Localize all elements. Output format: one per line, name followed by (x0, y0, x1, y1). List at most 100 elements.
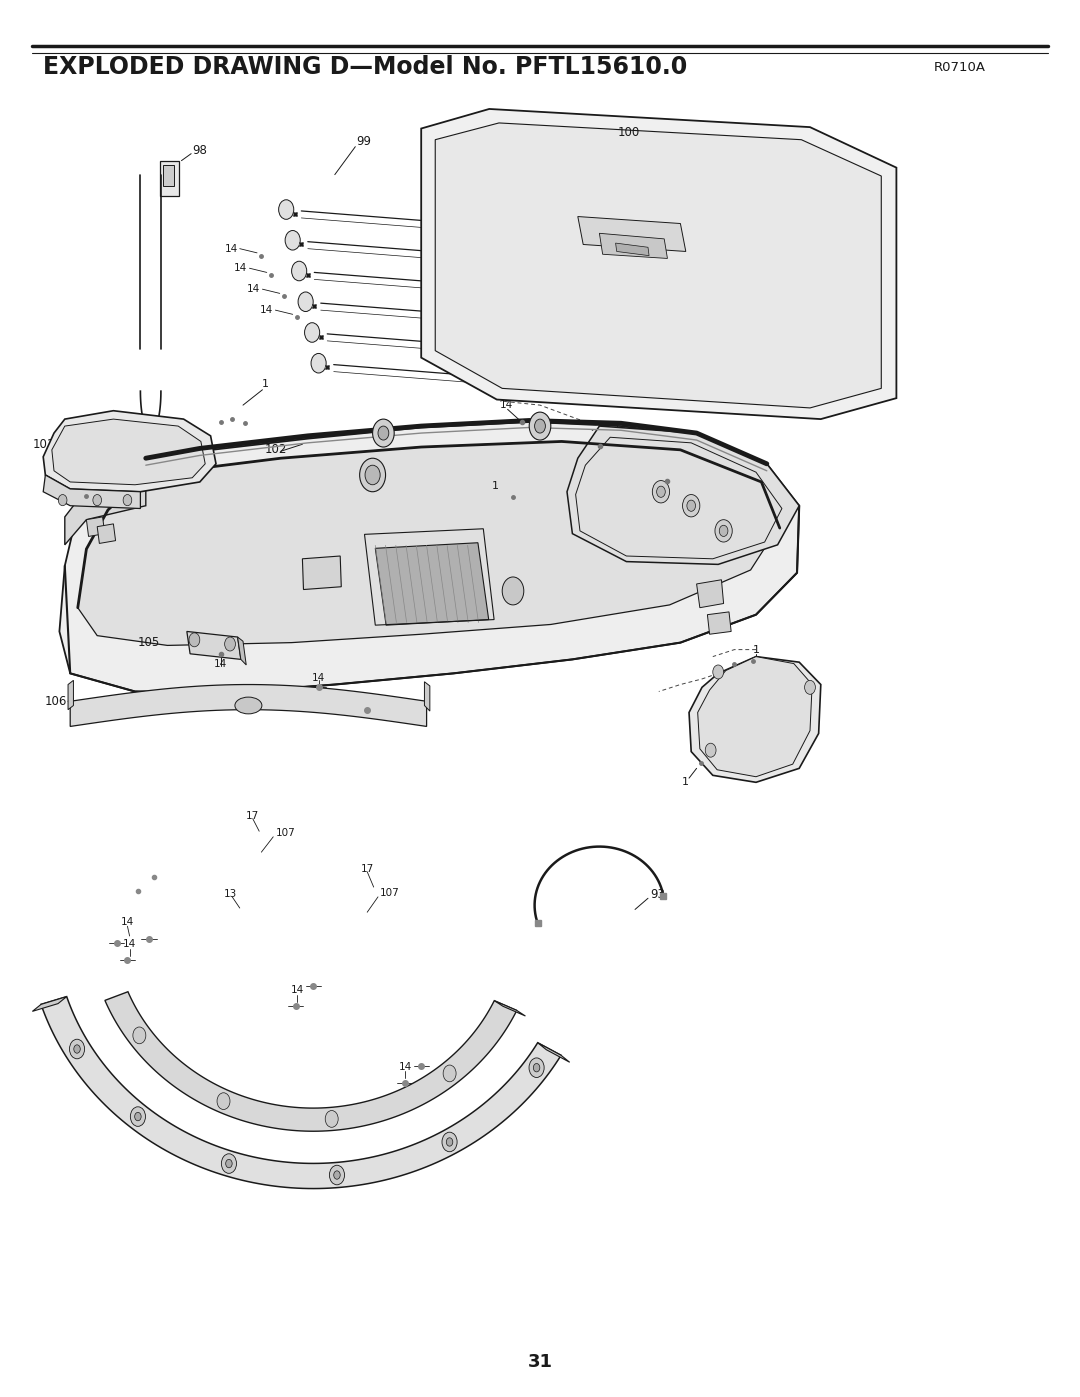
Text: 14: 14 (121, 916, 134, 928)
Circle shape (715, 520, 732, 542)
Polygon shape (689, 657, 821, 782)
Polygon shape (578, 217, 686, 251)
Circle shape (534, 1063, 540, 1071)
Circle shape (226, 1160, 232, 1168)
Circle shape (298, 292, 313, 312)
Polygon shape (421, 109, 896, 419)
Text: 1: 1 (683, 777, 689, 788)
Circle shape (73, 1045, 80, 1053)
Text: 104: 104 (747, 740, 770, 754)
Text: 99: 99 (356, 134, 372, 148)
Polygon shape (567, 426, 799, 564)
Polygon shape (376, 543, 488, 626)
Polygon shape (68, 680, 73, 710)
Circle shape (285, 231, 300, 250)
Text: 17: 17 (361, 863, 374, 875)
Text: EXPLODED DRAWING D—Model No. PFTL15610.0: EXPLODED DRAWING D—Model No. PFTL15610.0 (43, 54, 688, 80)
Polygon shape (43, 411, 216, 492)
Text: 17: 17 (246, 810, 259, 821)
Text: 14: 14 (123, 939, 136, 950)
Polygon shape (97, 524, 116, 543)
Circle shape (713, 665, 724, 679)
Circle shape (687, 500, 696, 511)
Text: 31: 31 (527, 1354, 553, 1370)
Polygon shape (163, 165, 174, 186)
Circle shape (719, 525, 728, 536)
Ellipse shape (93, 492, 112, 506)
Text: 101: 101 (32, 437, 55, 451)
Polygon shape (41, 996, 561, 1189)
Polygon shape (599, 233, 667, 258)
Text: 14: 14 (291, 985, 303, 996)
Circle shape (123, 495, 132, 506)
Polygon shape (538, 1042, 569, 1062)
Text: 100: 100 (618, 126, 640, 140)
Circle shape (311, 353, 326, 373)
Polygon shape (495, 1000, 526, 1016)
Polygon shape (238, 637, 246, 665)
Polygon shape (70, 685, 427, 726)
Circle shape (69, 1039, 84, 1059)
Circle shape (131, 1106, 146, 1126)
Circle shape (373, 419, 394, 447)
Circle shape (683, 495, 700, 517)
Polygon shape (105, 992, 517, 1132)
Text: 14: 14 (247, 284, 260, 295)
Circle shape (305, 323, 320, 342)
Polygon shape (697, 580, 724, 608)
Ellipse shape (235, 697, 261, 714)
Text: 14: 14 (680, 458, 693, 469)
Circle shape (443, 1065, 456, 1081)
Text: 103: 103 (593, 517, 616, 531)
Polygon shape (32, 996, 67, 1011)
Polygon shape (43, 475, 140, 509)
Text: 14: 14 (361, 694, 374, 705)
Circle shape (217, 1092, 230, 1109)
Text: 1: 1 (491, 481, 498, 492)
Circle shape (657, 486, 665, 497)
Polygon shape (52, 419, 205, 485)
Circle shape (529, 412, 551, 440)
Circle shape (334, 1171, 340, 1179)
Circle shape (135, 1112, 141, 1120)
Circle shape (805, 680, 815, 694)
Text: 14: 14 (225, 243, 238, 254)
Polygon shape (187, 631, 241, 659)
Polygon shape (698, 657, 812, 777)
Polygon shape (160, 161, 179, 196)
Circle shape (189, 633, 200, 647)
Text: 14: 14 (260, 305, 273, 316)
Text: 105: 105 (137, 636, 160, 650)
Circle shape (502, 577, 524, 605)
Circle shape (529, 1058, 544, 1077)
Polygon shape (435, 123, 881, 408)
Text: 14: 14 (214, 658, 227, 669)
Text: 14: 14 (613, 423, 626, 434)
Circle shape (705, 743, 716, 757)
Circle shape (325, 1111, 338, 1127)
Circle shape (442, 1132, 457, 1151)
Text: 14: 14 (312, 672, 325, 683)
Text: 106: 106 (44, 694, 67, 708)
Text: 1: 1 (67, 511, 73, 522)
Polygon shape (302, 556, 341, 590)
Text: 14: 14 (500, 400, 513, 411)
Polygon shape (65, 475, 146, 545)
Text: 102: 102 (265, 443, 287, 457)
Polygon shape (616, 243, 649, 256)
Circle shape (360, 458, 386, 492)
Circle shape (93, 495, 102, 506)
Circle shape (133, 1027, 146, 1044)
Text: 93: 93 (650, 887, 665, 901)
Text: 1: 1 (262, 379, 269, 390)
Polygon shape (707, 612, 731, 634)
Circle shape (378, 426, 389, 440)
Polygon shape (86, 517, 105, 536)
Text: R0710A: R0710A (934, 60, 986, 74)
Text: 107: 107 (380, 887, 400, 898)
Text: 98: 98 (192, 144, 207, 158)
Polygon shape (78, 441, 778, 645)
Circle shape (292, 261, 307, 281)
Circle shape (58, 495, 67, 506)
Text: 14: 14 (234, 263, 247, 274)
